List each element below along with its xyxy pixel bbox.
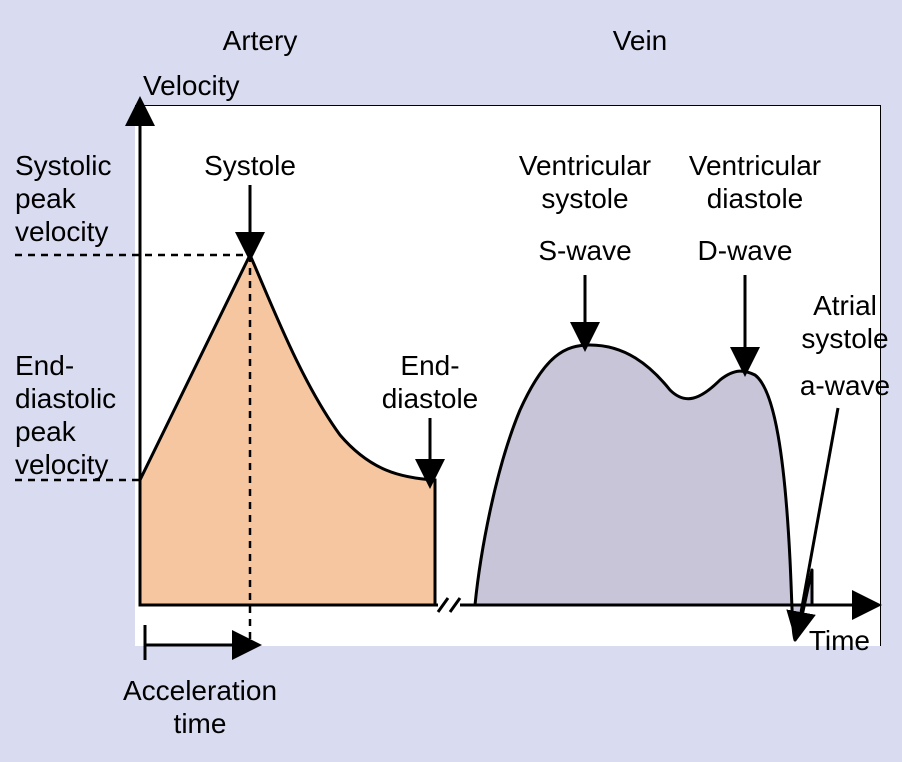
end-diastole-label-2: diastole	[382, 383, 479, 414]
end-diastolic-label-3: peak	[15, 416, 77, 447]
figure-container: Artery Vein Velocity Time Systolic peak …	[0, 0, 902, 762]
accel-time-label-1: Acceleration	[123, 675, 277, 706]
title-vein: Vein	[613, 25, 668, 56]
chart-svg: Artery Vein Velocity Time Systolic peak …	[0, 0, 902, 762]
a-wave-arrow	[800, 408, 838, 618]
atrial-systole-label-2: systole	[801, 323, 888, 354]
artery-waveform	[140, 255, 435, 605]
ventricular-systole-label-2: systole	[541, 183, 628, 214]
systole-label: Systole	[204, 150, 296, 181]
ventricular-diastole-label-1: Ventricular	[689, 150, 821, 181]
end-diastolic-label-2: diastolic	[15, 383, 116, 414]
axis-break-icon	[438, 598, 460, 612]
systolic-peak-label-2: peak	[15, 183, 77, 214]
systolic-peak-label-3: velocity	[15, 216, 108, 247]
ventricular-systole-label-1: Ventricular	[519, 150, 651, 181]
d-wave-label: D-wave	[698, 235, 793, 266]
vein-waveform	[475, 345, 812, 640]
accel-time-label-2: time	[174, 708, 227, 739]
systolic-peak-label-1: Systolic	[15, 150, 111, 181]
end-diastolic-label-4: velocity	[15, 449, 108, 480]
end-diastolic-label-1: End-	[15, 350, 74, 381]
s-wave-label: S-wave	[538, 235, 631, 266]
a-wave-label: a-wave	[800, 370, 890, 401]
x-axis-label: Time	[809, 625, 870, 656]
end-diastole-label-1: End-	[400, 350, 459, 381]
ventricular-diastole-label-2: diastole	[707, 183, 804, 214]
y-axis-label: Velocity	[143, 70, 240, 101]
title-artery: Artery	[223, 25, 298, 56]
atrial-systole-label-1: Atrial	[813, 290, 877, 321]
